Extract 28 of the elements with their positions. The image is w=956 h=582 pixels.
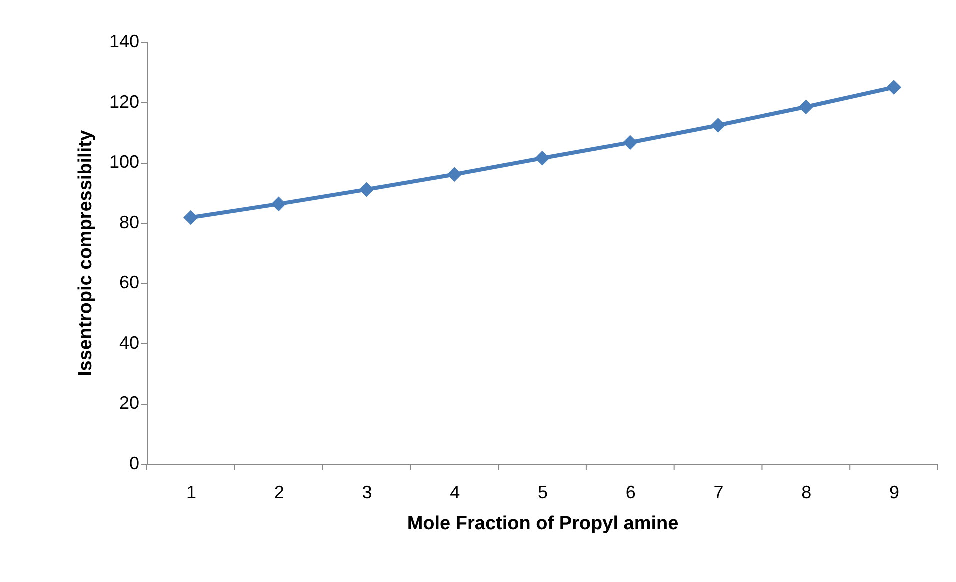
point	[184, 210, 198, 226]
y-tick-label: 100	[109, 152, 140, 172]
point	[359, 182, 374, 198]
x-tick-label: 2	[274, 482, 284, 502]
x-tick-label: 7	[714, 482, 724, 502]
y-axis-title: Issentropic compressibility	[75, 130, 96, 377]
y-tick-label: 60	[119, 272, 140, 293]
point	[798, 100, 814, 115]
x-tick-label: 5	[538, 482, 548, 502]
y-tick-label: 40	[119, 332, 140, 353]
y-tick-label: 20	[119, 393, 140, 414]
point	[271, 196, 286, 212]
y-tick-label: 120	[109, 92, 140, 112]
y-tick-label: 0	[129, 454, 140, 474]
point	[447, 167, 462, 182]
point	[535, 150, 550, 166]
point	[886, 80, 902, 95]
y-tick-label: 80	[119, 212, 140, 232]
x-tick-label: 1	[186, 482, 196, 502]
x-tick-label: 4	[450, 482, 460, 502]
x-axis-title: Mole Fraction of Propyl amine	[407, 514, 679, 534]
y-tick-label: 140	[109, 32, 140, 52]
x-tick-label: 3	[362, 482, 372, 502]
x-tick-label: 8	[802, 482, 812, 502]
point	[710, 118, 726, 133]
x-tick-label: 6	[626, 482, 636, 502]
x-tick-label: 9	[890, 482, 900, 502]
point	[622, 135, 638, 150]
